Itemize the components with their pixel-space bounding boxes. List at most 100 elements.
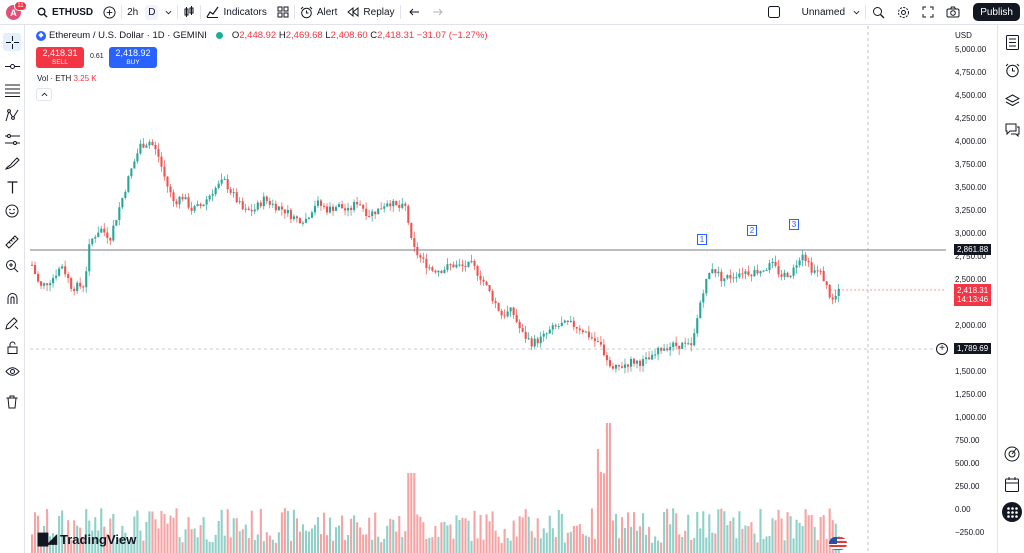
buy-button[interactable]: 2,418.92 BUY [109,47,157,68]
lock-tool[interactable] [3,338,21,356]
add-alert-plus-button[interactable]: + [936,343,948,355]
volume-bar [383,538,386,553]
volume-bar [319,534,323,553]
snapshot-button[interactable] [940,0,966,25]
replay-button[interactable]: Replay [342,0,399,25]
apps-button[interactable] [1002,502,1022,522]
text-tool[interactable] [3,178,21,196]
volume-bar [714,533,717,553]
candle-body [88,244,91,272]
chart-type-button[interactable] [178,0,200,25]
forecast-icon [4,133,20,145]
candle-body [747,271,750,275]
fib-tool[interactable] [3,81,21,99]
ideas-button[interactable] [1003,445,1021,463]
volume-bar [202,517,205,553]
volume-bar [774,520,777,553]
forecast-tool[interactable] [3,130,21,148]
candle-body [530,338,533,347]
tradingview-logo[interactable]: ▇◢ TradingView [38,531,137,547]
stay-drawing-tool[interactable] [3,314,21,332]
candle-body [789,275,792,278]
pattern-marker-2[interactable]: 2 [747,225,757,236]
volume-bar [684,530,687,553]
price-tick-label: 250.00 [955,482,980,491]
volume-bar [491,511,494,553]
brush-tool[interactable] [3,154,21,172]
volume-bar [73,520,76,553]
measure-tool[interactable] [3,233,21,251]
candle-body [777,266,780,275]
currency-label[interactable]: USD [955,31,972,40]
price-tick-label: 4,500.00 [955,91,987,100]
volume-bar [735,538,738,553]
volume-bar [657,540,660,553]
fullscreen-button[interactable] [916,0,940,25]
undo-button[interactable] [401,0,428,25]
candle-body [455,264,458,268]
emoji-tool[interactable] [3,202,21,220]
publish-button[interactable]: Publish [973,3,1020,21]
candle-body [696,318,699,334]
visibility-tool[interactable] [3,362,21,380]
candle-body [160,156,163,167]
volume-bar [85,509,88,553]
alert-button[interactable]: Alert [295,0,343,25]
quick-search-button[interactable] [866,0,891,25]
add-symbol-icon [103,5,116,19]
symbol-search-button[interactable]: ETHUSD [32,0,98,25]
remove-drawings-tool[interactable] [3,393,21,411]
watchlist-button[interactable] [1003,33,1021,51]
settings-button[interactable] [891,0,916,25]
volume-legend[interactable]: Vol · ETH 3.25 K [37,74,97,83]
collapse-legend-button[interactable] [36,88,52,101]
price-chart[interactable] [26,26,946,553]
volume-bar [121,525,124,553]
object-tree-button[interactable] [1003,91,1021,109]
alerts-panel-button[interactable] [1003,61,1021,79]
volume-bar [157,528,160,553]
candle-body [328,206,332,213]
volume-bar [626,512,630,553]
candle-body [563,320,566,323]
interval-d[interactable]: D [143,0,160,25]
volume-bar [614,513,618,553]
candle-body [449,264,452,266]
trendline-tool[interactable] [3,57,21,75]
pattern-marker-3[interactable]: 3 [789,219,799,230]
pattern-tool[interactable] [3,106,21,124]
volume-bar [518,516,521,553]
pattern-marker-1[interactable]: 1 [697,234,707,245]
candle-body [744,271,747,274]
interval-2h[interactable]: 2h [127,6,139,18]
crosshair-tool[interactable] [3,33,21,51]
candle-body [735,277,738,279]
volume-bar [563,542,566,553]
candle-body [825,281,828,285]
candle-body [693,333,696,346]
candle-body [356,202,359,205]
magnet-tool[interactable] [3,289,21,307]
volume-bar [554,536,557,553]
candle-body [139,143,142,154]
compare-button[interactable] [98,0,121,25]
templates-button[interactable] [272,0,294,25]
volume-bar [705,537,708,553]
volume-bar [277,532,280,553]
volume-bar [425,538,428,553]
redo-button[interactable] [428,0,447,25]
volume-bar [687,514,690,553]
zoom-tool[interactable] [3,257,21,275]
indicators-button[interactable]: Indicators [201,0,271,25]
price-axis[interactable]: USD 5,000.00 4,750.00 4,500.00 4,250.00 4,00… [948,26,996,553]
candle-body [617,364,621,367]
symbol-description[interactable]: Ethereum / U.S. Dollar · 1D · GEMINI [49,30,207,41]
volume-bar [226,509,229,553]
candle-body [280,206,283,210]
interval-dropdown[interactable] [160,0,177,25]
sell-button[interactable]: 2,418.31 SELL [36,47,84,68]
layout-button[interactable]: Unnamed [763,0,865,25]
chats-button[interactable] [1003,121,1021,139]
volume-bar [139,530,142,553]
calendar-button[interactable] [1003,475,1021,493]
